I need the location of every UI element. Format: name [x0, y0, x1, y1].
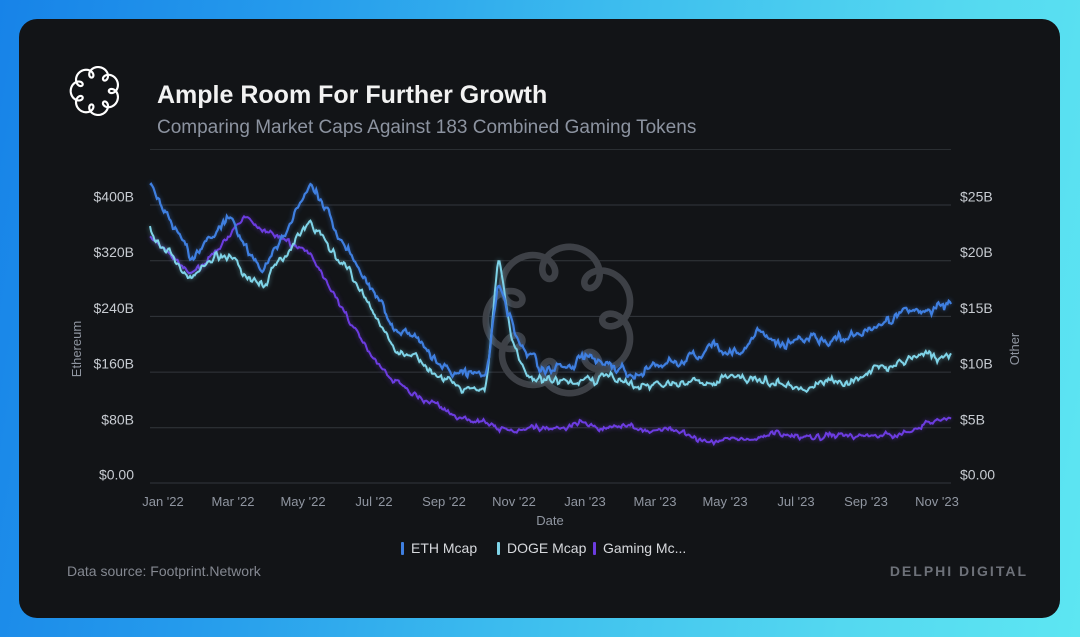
svg-text:Other: Other: [1007, 332, 1022, 365]
svg-text:Sep '22: Sep '22: [422, 494, 466, 509]
svg-text:Sep '23: Sep '23: [844, 494, 888, 509]
svg-text:$320B: $320B: [94, 244, 134, 260]
svg-text:$80B: $80B: [101, 411, 134, 427]
svg-text:Nov '23: Nov '23: [915, 494, 959, 509]
svg-text:May '23: May '23: [702, 494, 747, 509]
svg-text:Nov '22: Nov '22: [492, 494, 536, 509]
svg-text:$5B: $5B: [960, 411, 985, 427]
svg-text:$10B: $10B: [960, 356, 993, 372]
svg-text:Mar '22: Mar '22: [212, 494, 255, 509]
svg-text:Jan '23: Jan '23: [564, 494, 606, 509]
svg-text:Jul '22: Jul '22: [355, 494, 392, 509]
svg-text:$160B: $160B: [94, 356, 134, 372]
svg-text:$25B: $25B: [960, 189, 993, 205]
svg-text:Jan '22: Jan '22: [142, 494, 184, 509]
svg-text:$240B: $240B: [94, 300, 134, 316]
svg-text:$15B: $15B: [960, 300, 993, 316]
svg-text:$20B: $20B: [960, 244, 993, 260]
svg-text:Mar '23: Mar '23: [634, 494, 677, 509]
svg-text:Date: Date: [536, 513, 563, 528]
svg-text:$400B: $400B: [94, 189, 134, 205]
svg-text:$0.00: $0.00: [960, 467, 995, 483]
svg-text:Jul '23: Jul '23: [777, 494, 814, 509]
svg-text:May '22: May '22: [280, 494, 325, 509]
svg-text:$0.00: $0.00: [99, 467, 134, 483]
svg-text:Ethereum: Ethereum: [69, 321, 84, 377]
